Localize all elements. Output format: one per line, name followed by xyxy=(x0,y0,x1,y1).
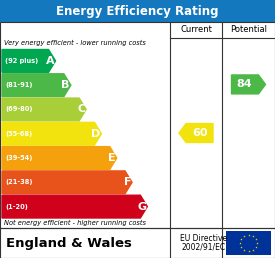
Polygon shape xyxy=(2,74,71,96)
Polygon shape xyxy=(2,147,117,170)
Text: 84: 84 xyxy=(237,79,252,90)
Text: Not energy efficient - higher running costs: Not energy efficient - higher running co… xyxy=(4,220,146,226)
Polygon shape xyxy=(2,171,132,194)
Text: D: D xyxy=(91,129,100,139)
Polygon shape xyxy=(232,75,265,94)
Bar xyxy=(226,231,271,255)
Text: G: G xyxy=(137,201,146,212)
Text: B: B xyxy=(62,80,70,90)
Polygon shape xyxy=(2,50,56,72)
Text: (55-68): (55-68) xyxy=(5,131,32,137)
Bar xyxy=(0,22,275,228)
Bar xyxy=(0,0,275,22)
Polygon shape xyxy=(2,122,101,145)
Text: 60: 60 xyxy=(192,128,208,138)
Text: A: A xyxy=(46,56,54,66)
Text: (69-80): (69-80) xyxy=(5,107,32,112)
Text: England & Wales: England & Wales xyxy=(6,237,132,249)
Polygon shape xyxy=(179,124,213,142)
Text: Potential: Potential xyxy=(230,26,267,35)
Text: (1-20): (1-20) xyxy=(5,204,28,209)
Text: (81-91): (81-91) xyxy=(5,82,32,88)
Text: (39-54): (39-54) xyxy=(5,155,32,161)
Text: Energy Efficiency Rating: Energy Efficiency Rating xyxy=(56,4,219,18)
Text: F: F xyxy=(123,177,131,187)
Text: Current: Current xyxy=(180,26,212,35)
Bar xyxy=(0,228,275,258)
Text: EU Directive: EU Directive xyxy=(180,234,228,243)
Polygon shape xyxy=(2,195,147,218)
Text: C: C xyxy=(77,104,85,115)
Text: (92 plus): (92 plus) xyxy=(5,58,38,64)
Text: Very energy efficient - lower running costs: Very energy efficient - lower running co… xyxy=(4,40,146,46)
Text: E: E xyxy=(108,153,116,163)
Text: (21-38): (21-38) xyxy=(5,179,32,185)
Polygon shape xyxy=(2,98,86,121)
Text: 2002/91/EC: 2002/91/EC xyxy=(182,243,226,252)
